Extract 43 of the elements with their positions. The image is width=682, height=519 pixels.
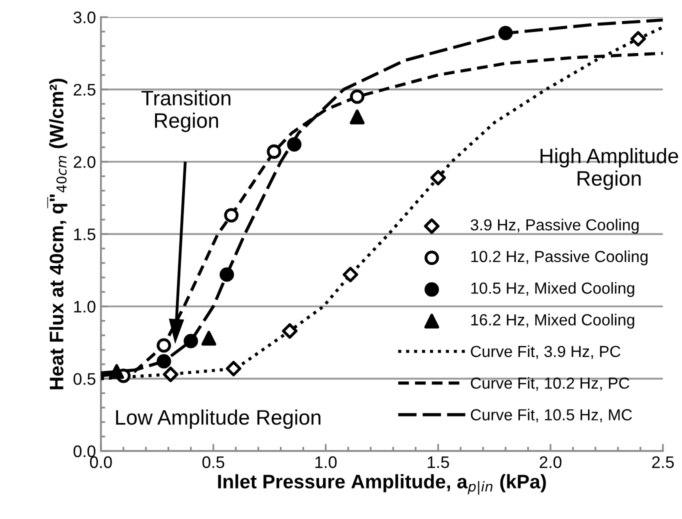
legend-label: 10.5 Hz, Mixed Cooling — [471, 282, 634, 297]
y-axis-title: Heat Flux at 40cm, q̅"$_{40cm}$ (W/cm²) — [47, 78, 68, 390]
y-tick-label: 1.0 — [74, 300, 96, 313]
y-tick-label: 3.0 — [74, 12, 96, 24]
x-axis-title: Inlet Pressure Amplitude, a$_{p|in}$ (kPa) — [218, 474, 546, 495]
point — [287, 137, 302, 152]
point — [224, 208, 239, 222]
point — [220, 267, 234, 282]
x-tick-label: 1.5 — [428, 456, 450, 468]
point — [350, 89, 364, 104]
legend-label: Curve Fit, 10.5 Hz, MC — [470, 408, 632, 422]
x-tick-label: 2.0 — [540, 456, 562, 468]
annotation: Low Amplitude Region — [116, 409, 320, 429]
point — [430, 170, 446, 186]
y-tick-label: 2.0 — [74, 156, 96, 168]
x-tick-label: 1.0 — [315, 456, 337, 468]
point — [201, 330, 216, 346]
point — [109, 364, 124, 379]
legend-label: 10.2 Hz, Passive Cooling — [471, 250, 648, 266]
point — [342, 266, 358, 282]
legend-label: 16.2 Hz, Mixed Cooling — [471, 314, 634, 329]
legend-label: 3.9 Hz, Passive Cooling — [470, 218, 639, 234]
legend-label: Curve Fit, 3.9 Hz, PC — [470, 345, 620, 360]
y-tick-label: 0.5 — [74, 373, 96, 385]
point — [156, 354, 172, 369]
point — [630, 31, 646, 47]
x-tick-label: 0.5 — [202, 456, 224, 468]
x-tick-label: 2.5 — [652, 456, 674, 468]
point — [184, 334, 198, 348]
annotation: High Amplitude Region — [540, 148, 678, 190]
legend-label: Curve Fit, 10.2 Hz, PC — [470, 377, 630, 391]
y-tick-label: 0.0 — [74, 445, 96, 458]
annotation: Transition Region — [141, 90, 230, 132]
point — [156, 338, 172, 353]
point — [226, 360, 242, 376]
point — [162, 366, 178, 382]
y-tick-label: 1.5 — [74, 228, 96, 240]
point — [282, 323, 298, 339]
point — [266, 144, 282, 159]
point — [498, 26, 513, 40]
y-tick-label: 2.5 — [74, 84, 96, 96]
x-tick-label: 0.0 — [90, 456, 112, 468]
point — [350, 110, 365, 124]
